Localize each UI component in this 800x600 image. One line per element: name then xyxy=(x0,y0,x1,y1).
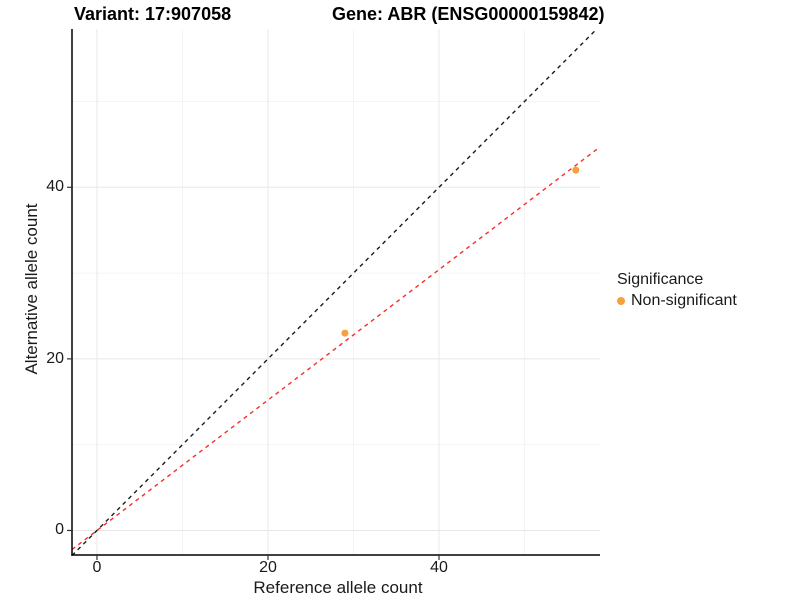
data-point xyxy=(341,329,349,337)
legend-title: Significance xyxy=(617,271,704,288)
legend-item-label: Non-significant xyxy=(631,292,737,309)
x-tick-label-0: 0 xyxy=(92,559,102,576)
data-point xyxy=(572,166,580,174)
y-tick-label-0: 0 xyxy=(55,521,64,538)
x-tick-label-20: 20 xyxy=(259,559,277,576)
gene-title: Gene: ABR (ENSG00000159842) xyxy=(332,4,605,24)
y-axis-title: Alternative allele count xyxy=(22,203,41,375)
x-tick-label-40: 40 xyxy=(430,559,448,576)
y-tick-label-20: 20 xyxy=(46,350,64,367)
variant-title: Variant: 17:907058 xyxy=(74,4,232,24)
legend: Significance Non-significant xyxy=(617,271,737,310)
x-axis-title: Reference allele count xyxy=(253,578,423,597)
legend-item-non-significant: Non-significant xyxy=(617,292,737,310)
non-significant-point-icon xyxy=(617,297,625,305)
fit-line xyxy=(72,146,600,551)
y-tick-label-40: 40 xyxy=(46,178,64,195)
identity-line xyxy=(72,29,598,555)
